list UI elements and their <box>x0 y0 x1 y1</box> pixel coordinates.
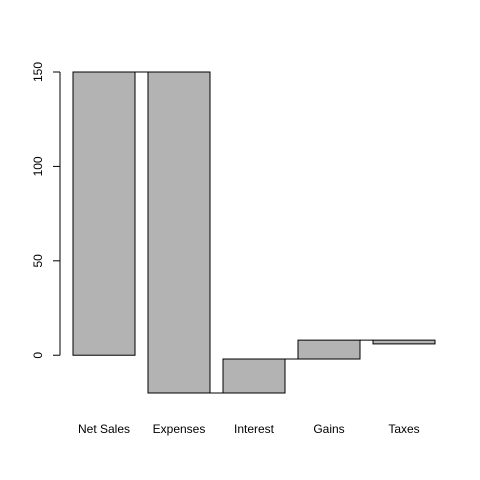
x-tick-label: Gains <box>313 422 344 436</box>
x-tick-label: Interest <box>234 422 275 436</box>
x-tick-label: Taxes <box>388 422 419 436</box>
bar <box>222 358 286 394</box>
y-tick-label: 0 <box>31 352 45 359</box>
y-tick-label: 100 <box>31 156 45 176</box>
y-tick-label: 50 <box>31 254 45 268</box>
x-tick-label: Net Sales <box>78 422 130 436</box>
x-tick-label: Expenses <box>153 422 206 436</box>
bar <box>72 71 136 356</box>
bar <box>147 71 211 394</box>
y-tick-label: 150 <box>31 62 45 82</box>
bar <box>372 339 436 345</box>
bar <box>297 339 361 360</box>
